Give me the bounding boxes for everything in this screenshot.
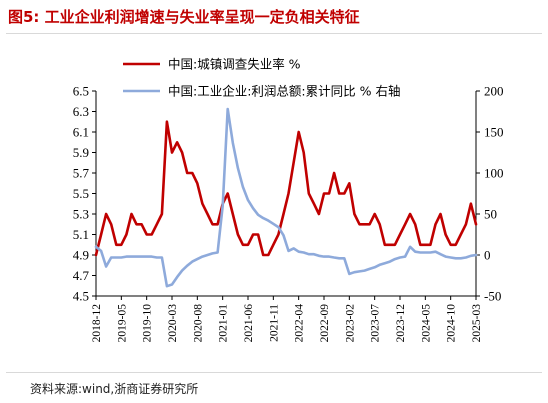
right-tick-label: 100 [484,166,504,181]
left-tick-label: 4.5 [73,289,89,304]
x-tick-label: 2020-03 [167,304,179,343]
x-tick-label: 2019-05 [116,304,128,343]
series-layer [94,107,478,288]
left-tick-label: 5.9 [73,145,89,160]
legend: 中国:城镇调查失业率 % 中国:工业企业:利润总额:累计同比 % 右轴 [123,57,400,99]
x-tick-label: 2024-05 [420,304,432,343]
title-divider [6,33,542,34]
figure-title: 图5: 工业企业利润增速与失业率呈现一定负相关特征 [8,8,360,26]
x-tick-label: 2018-12 [91,304,103,343]
right-tick-label: 50 [484,207,497,222]
left-tick-label: 5.7 [73,166,90,181]
left-tick-label: 5.5 [73,186,89,201]
series-line-profit [94,107,478,288]
x-tick-label: 2024-10 [446,304,458,343]
x-tick-label: 2023-02 [344,304,356,343]
left-tick-label: 6.3 [73,104,89,119]
x-tick-label: 2021-06 [243,304,255,343]
source-divider [6,372,542,373]
left-tick-label: 6.1 [73,125,89,140]
right-tick-label: 200 [484,84,504,99]
x-tick-label: 2023-07 [370,304,382,343]
right-tick-label: 0 [484,248,491,263]
axes-layer: 4.5 4.7 4.9 5.1 5.3 5.5 5.7 5.9 6.1 6.3 6.5 -50 0 50 1… [73,84,504,343]
x-tick-label: 2022-04 [294,304,306,343]
left-tick-label: 4.9 [73,248,89,263]
chart: 4.5 4.7 4.9 5.1 5.3 5.5 5.7 5.9 6.1 6.3 6.5 -50 0 50 1… [73,57,504,343]
legend-label-profit: 中国:工业企业:利润总额:累计同比 % 右轴 [168,84,400,99]
left-tick-label: 5.1 [73,227,89,242]
source-note: 资料来源:wind,浙商证券研究所 [30,382,199,396]
left-tick-label: 5.3 [73,207,89,222]
left-tick-label: 4.7 [73,268,90,283]
series-line-unemployment [94,120,478,257]
x-tick-label: 2023-12 [395,304,407,343]
x-tick-label: 2021-11 [268,304,280,342]
x-tick-label: 2022-09 [319,304,331,343]
right-tick-label: -50 [484,289,501,304]
x-tick-label: 2019-10 [142,304,154,343]
x-tick-label: 2021-01 [218,304,230,343]
legend-label-unemployment: 中国:城镇调查失业率 % [168,57,301,72]
x-tick-label: 2020-08 [192,304,204,343]
right-tick-label: 150 [484,125,504,140]
left-tick-label: 6.5 [73,84,89,99]
x-tick-label: 2025-03 [471,304,483,343]
